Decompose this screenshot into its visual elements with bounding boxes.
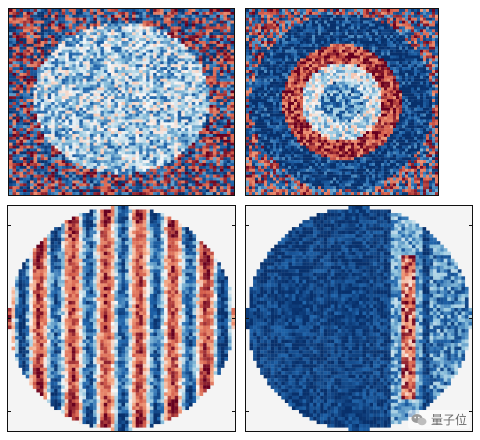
frame-tick <box>469 225 473 226</box>
frame-tick <box>7 318 11 319</box>
panel-blob-map <box>8 8 235 196</box>
frame-tick <box>469 411 473 412</box>
frame-tick <box>232 225 236 226</box>
frame-tick <box>7 411 11 412</box>
ring-heatmap <box>246 9 438 195</box>
frame-tick <box>469 318 473 319</box>
watermark: 量子位 <box>407 410 470 429</box>
panel-stripes-map <box>7 205 236 432</box>
panel-band-map <box>245 205 473 432</box>
frame-tick <box>245 318 249 319</box>
frame-tick <box>7 225 11 226</box>
frame-tick <box>245 225 249 226</box>
stripes-heatmap <box>8 206 235 431</box>
blob-heatmap <box>9 9 234 195</box>
panel-ring-map <box>245 8 439 196</box>
watermark-text: 量子位 <box>430 413 467 427</box>
frame-tick <box>232 318 236 319</box>
band-heatmap <box>246 206 472 431</box>
wechat-icon <box>411 414 427 426</box>
frame-tick <box>232 411 236 412</box>
frame-tick <box>245 411 249 412</box>
